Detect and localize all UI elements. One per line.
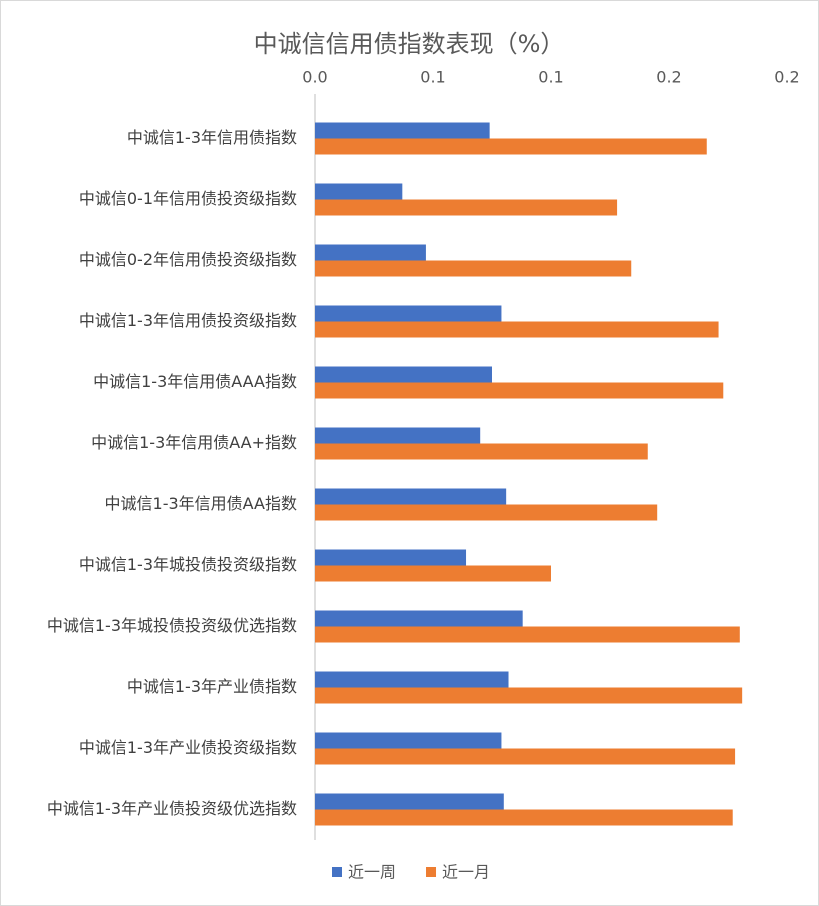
y-tick-label: 中诚信1-3年产业债投资级优选指数	[47, 799, 297, 818]
x-tick-label: 0.0	[302, 68, 327, 87]
x-tick-label: 0.2	[774, 68, 799, 87]
bar	[315, 443, 648, 460]
bar	[315, 610, 523, 627]
bar	[315, 321, 719, 338]
x-tick-label: 0.1	[538, 68, 563, 87]
bar	[315, 260, 632, 277]
bar	[315, 549, 467, 566]
legend-label: 近一月	[442, 863, 490, 882]
bar	[315, 732, 502, 749]
bar	[315, 687, 743, 704]
y-tick-label: 中诚信1-3年信用债投资级指数	[79, 311, 297, 330]
bar	[315, 626, 740, 643]
bar	[315, 488, 507, 505]
x-tick-label: 0.2	[656, 68, 681, 87]
chart-title: 中诚信信用债指数表现（%）	[254, 30, 565, 58]
y-tick-label: 中诚信1-3年信用债AA指数	[105, 494, 297, 513]
bar	[315, 305, 502, 322]
y-tick-label: 中诚信1-3年信用债指数	[127, 128, 297, 147]
y-tick-label: 中诚信1-3年产业债指数	[127, 677, 297, 696]
bar	[315, 793, 504, 810]
y-tick-label: 中诚信1-3年产业债投资级指数	[79, 738, 297, 757]
bar	[315, 122, 490, 139]
bar	[315, 366, 492, 383]
bar	[315, 199, 618, 216]
y-tick-label: 中诚信0-1年信用债投资级指数	[79, 189, 297, 208]
bar	[315, 504, 658, 521]
y-tick-label: 中诚信1-3年信用债AA+指数	[91, 433, 297, 452]
legend-label: 近一周	[348, 863, 396, 882]
bar	[315, 671, 509, 688]
y-tick-label: 中诚信1-3年城投债投资级指数	[79, 555, 297, 574]
bar	[315, 748, 736, 765]
bar	[315, 809, 733, 826]
bar	[315, 244, 426, 261]
y-tick-label: 中诚信1-3年城投债投资级优选指数	[47, 616, 297, 635]
y-tick-label: 中诚信0-2年信用债投资级指数	[79, 250, 297, 269]
bar	[315, 382, 724, 399]
bar	[315, 427, 481, 444]
bar	[315, 138, 707, 155]
legend-swatch	[332, 867, 342, 877]
x-tick-label: 0.1	[420, 68, 445, 87]
bar	[315, 183, 403, 200]
y-tick-label: 中诚信1-3年信用债AAA指数	[93, 372, 297, 391]
bar	[315, 565, 551, 582]
legend-swatch	[426, 867, 437, 877]
